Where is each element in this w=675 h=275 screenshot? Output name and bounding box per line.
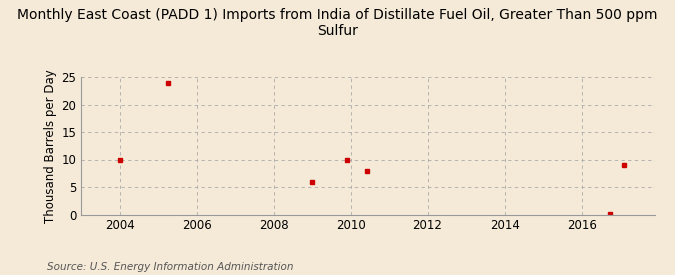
- Text: Monthly East Coast (PADD 1) Imports from India of Distillate Fuel Oil, Greater T: Monthly East Coast (PADD 1) Imports from…: [18, 8, 657, 38]
- Text: Source: U.S. Energy Information Administration: Source: U.S. Energy Information Administ…: [47, 262, 294, 272]
- Y-axis label: Thousand Barrels per Day: Thousand Barrels per Day: [44, 69, 57, 223]
